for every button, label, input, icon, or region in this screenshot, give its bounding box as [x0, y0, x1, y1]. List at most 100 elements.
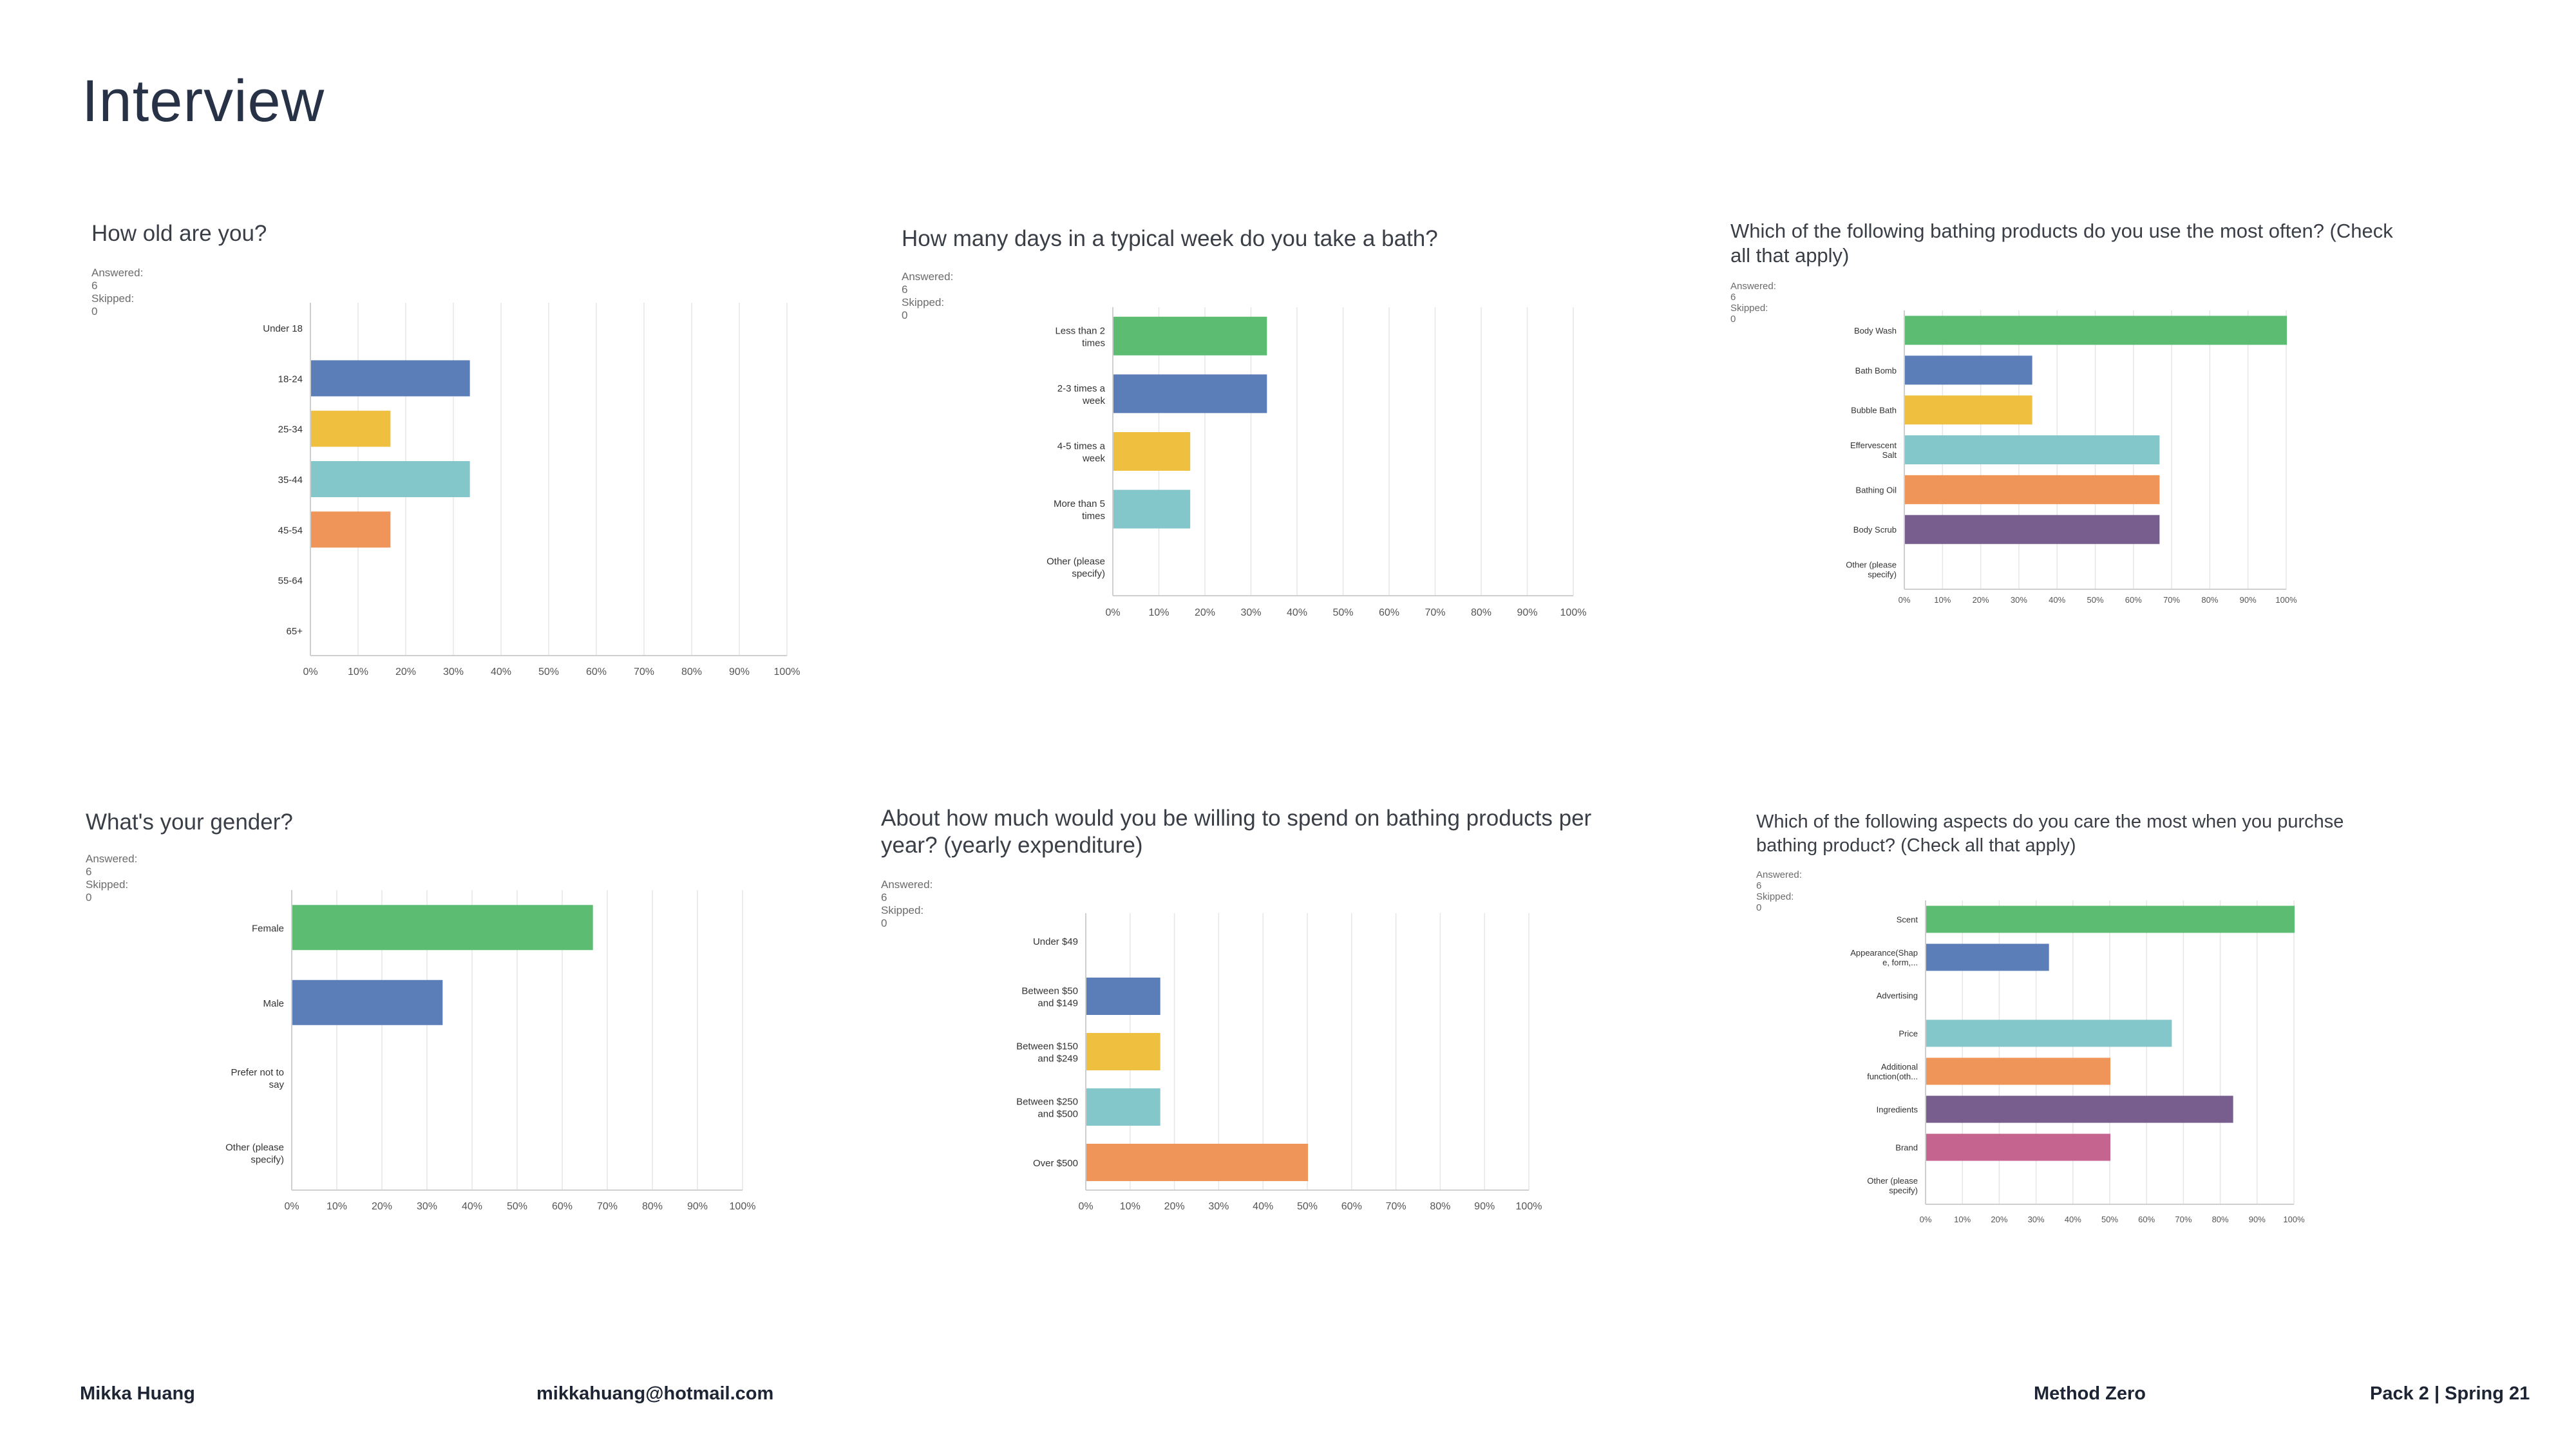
x-tick-label: 60%	[2125, 595, 2142, 605]
category-label: function(oth...	[1867, 1072, 1918, 1081]
x-tick-label: 30%	[443, 667, 464, 677]
x-tick-label: 20%	[372, 1201, 392, 1212]
skipped-count: Skipped: 0	[1730, 303, 1768, 325]
x-tick-label: 80%	[681, 667, 702, 677]
x-tick-label: 40%	[462, 1201, 482, 1212]
x-tick-label: 30%	[2028, 1215, 2045, 1224]
bar	[311, 461, 470, 497]
category-label: 2-3 times a	[1057, 383, 1106, 394]
x-tick-label: 10%	[1120, 1201, 1141, 1212]
x-tick-label: 30%	[1240, 607, 1261, 618]
x-tick-label: 20%	[1991, 1215, 2007, 1224]
chart-meta: Answered: 6 Skipped: 0	[91, 267, 153, 318]
category-label: 18-24	[278, 374, 303, 384]
bar	[292, 905, 593, 951]
footer-project-name: Method Zero	[2034, 1383, 2146, 1404]
bar	[1086, 1088, 1160, 1126]
category-label: e, form,...	[1882, 958, 1918, 967]
x-tick-label: 80%	[1471, 607, 1492, 618]
x-tick-label: 90%	[1474, 1201, 1495, 1212]
bar	[1926, 1019, 2172, 1047]
category-label: Female	[252, 923, 284, 934]
x-tick-label: 40%	[2049, 595, 2065, 605]
category-label: week	[1082, 395, 1106, 406]
x-tick-label: 90%	[729, 667, 750, 677]
x-tick-label: 10%	[348, 667, 368, 677]
category-label: Under $49	[1033, 936, 1078, 947]
x-tick-label: 50%	[2101, 1215, 2118, 1224]
x-tick-label: 100%	[730, 1201, 756, 1212]
x-tick-label: 60%	[586, 667, 607, 677]
category-label: Effervescent	[1850, 440, 1897, 450]
bar	[1086, 1144, 1308, 1181]
category-label: specify)	[1072, 569, 1105, 580]
x-tick-label: 0%	[1899, 595, 1911, 605]
x-tick-label: 90%	[687, 1201, 708, 1212]
category-label: Price	[1899, 1029, 1918, 1039]
x-tick-label: 70%	[597, 1201, 618, 1212]
x-tick-label: 80%	[1430, 1201, 1450, 1212]
x-tick-label: 40%	[1287, 607, 1307, 618]
bar	[1905, 316, 2287, 345]
category-label: 4-5 times a	[1057, 441, 1106, 452]
category-label: Other (please	[1846, 560, 1897, 570]
chart-title: About how much would you be willing to s…	[881, 806, 1592, 858]
bar	[1086, 1033, 1160, 1070]
chart-title: How many days in a typical week do you t…	[902, 226, 1438, 251]
category-label: Bathing Oil	[1855, 485, 1897, 495]
bar	[311, 410, 391, 447]
x-tick-label: 50%	[507, 1201, 527, 1212]
category-label: and $149	[1037, 998, 1078, 1009]
x-tick-label: 50%	[2087, 595, 2103, 605]
chart-meta: Answered: 6 Skipped: 0	[86, 853, 147, 904]
category-label: Prefer not to	[231, 1067, 284, 1078]
category-label: Body Wash	[1854, 326, 1897, 336]
x-tick-label: 10%	[327, 1201, 347, 1212]
category-label: Less than 2	[1055, 325, 1105, 336]
bar	[1926, 943, 2049, 971]
bar	[1926, 1095, 2233, 1123]
bar	[1086, 978, 1160, 1015]
page-title: Interview	[82, 68, 325, 134]
x-tick-label: 50%	[1332, 607, 1353, 618]
x-tick-label: 60%	[2138, 1215, 2155, 1224]
chart-title: Which of the following bathing products …	[1730, 220, 2393, 267]
category-label: More than 5	[1054, 498, 1105, 509]
bar	[1926, 1133, 2110, 1161]
category-label: and $500	[1037, 1109, 1078, 1120]
category-label: Other (please	[1046, 556, 1105, 567]
answered-count: Answered: 6	[1756, 869, 1802, 891]
category-label: Other (please	[225, 1142, 284, 1153]
x-tick-label: 30%	[417, 1201, 437, 1212]
x-tick-label: 90%	[1517, 607, 1537, 618]
x-tick-label: 20%	[395, 667, 416, 677]
bar	[1905, 475, 2160, 504]
x-tick-label: 60%	[552, 1201, 573, 1212]
x-tick-label: 30%	[1208, 1201, 1229, 1212]
bar	[311, 511, 391, 548]
category-label: Bath Bomb	[1855, 366, 1897, 375]
category-label: Bubble Bath	[1851, 406, 1897, 415]
x-tick-label: 50%	[1297, 1201, 1318, 1212]
x-tick-label: 90%	[2249, 1215, 2266, 1224]
x-tick-label: 40%	[1253, 1201, 1273, 1212]
x-tick-label: 20%	[1164, 1201, 1185, 1212]
x-tick-label: 20%	[1973, 595, 1989, 605]
category-label: Ingredients	[1877, 1105, 1918, 1115]
category-label: 25-34	[278, 424, 303, 435]
chart-meta: Answered: 6 Skipped: 0	[1756, 869, 1813, 913]
x-tick-label: 50%	[538, 667, 559, 677]
answered-count: Answered: 6	[902, 270, 954, 296]
bar	[1113, 316, 1267, 355]
bar	[1905, 515, 2160, 544]
x-tick-label: 70%	[1386, 1201, 1406, 1212]
category-label: times	[1082, 337, 1105, 348]
x-tick-label: 0%	[303, 667, 317, 677]
category-label: Scent	[1897, 915, 1918, 925]
category-label: and $249	[1037, 1054, 1078, 1065]
category-label: week	[1082, 453, 1106, 464]
